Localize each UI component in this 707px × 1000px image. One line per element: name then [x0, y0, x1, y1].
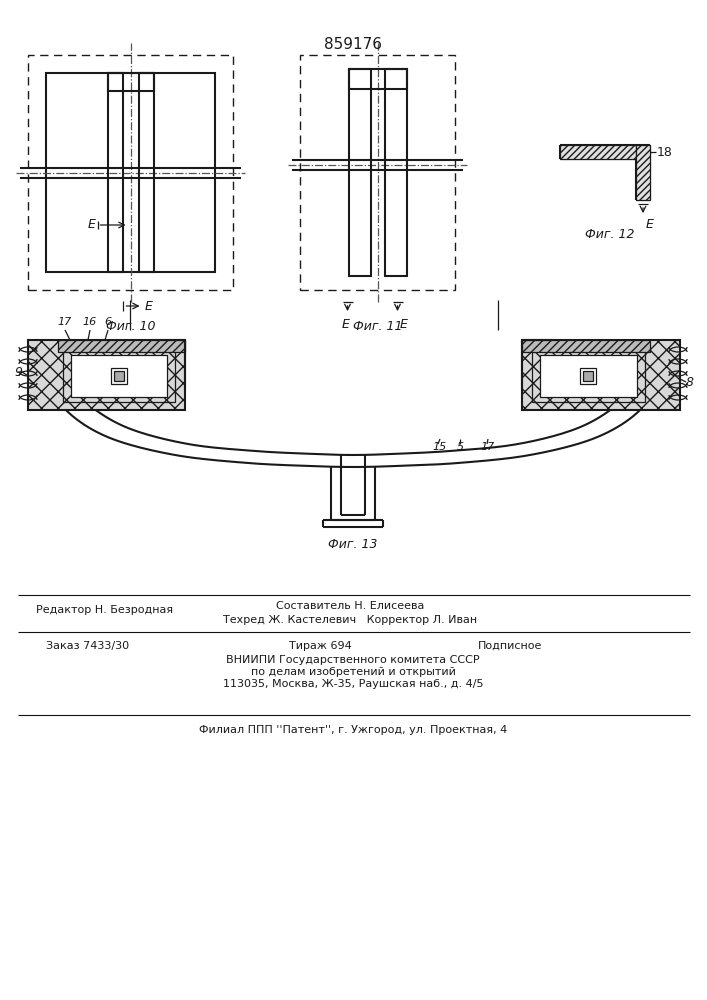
- Bar: [114, 371, 124, 381]
- Text: Фиг. 12: Фиг. 12: [585, 228, 635, 241]
- Bar: [139, 73, 153, 272]
- Text: Составитель Н. Елисеева: Составитель Н. Елисеева: [276, 601, 424, 611]
- Bar: [385, 69, 407, 276]
- Bar: [560, 145, 636, 159]
- Bar: [580, 368, 596, 384]
- Text: E: E: [341, 318, 349, 331]
- Text: Фиг. 13: Фиг. 13: [328, 538, 378, 551]
- Bar: [28, 55, 233, 290]
- Text: 17: 17: [58, 317, 72, 327]
- Text: 18: 18: [657, 145, 673, 158]
- Text: 8: 8: [686, 375, 694, 388]
- Bar: [636, 145, 650, 200]
- Bar: [107, 73, 122, 272]
- Bar: [58, 340, 185, 352]
- Bar: [349, 69, 370, 276]
- Bar: [583, 371, 593, 381]
- Text: Редактор Н. Безродная: Редактор Н. Безродная: [37, 605, 173, 615]
- Text: 113035, Москва, Ж-35, Раушская наб., д. 4/5: 113035, Москва, Ж-35, Раушская наб., д. …: [223, 679, 484, 689]
- Bar: [46, 73, 215, 272]
- Text: Подписное: Подписное: [478, 641, 542, 651]
- Text: 6: 6: [105, 317, 112, 327]
- Text: ВНИИПИ Государственного комитета СССР: ВНИИПИ Государственного комитета СССР: [226, 655, 480, 665]
- Text: E: E: [88, 219, 95, 232]
- Text: Фиг. 10: Фиг. 10: [106, 320, 156, 333]
- Text: E: E: [144, 300, 153, 312]
- Bar: [111, 368, 127, 384]
- Text: Фиг. 11: Фиг. 11: [353, 320, 402, 333]
- Bar: [300, 55, 455, 290]
- Bar: [107, 73, 153, 91]
- Text: Тираж 694: Тираж 694: [288, 641, 351, 651]
- Text: 17: 17: [481, 442, 495, 452]
- Text: 16: 16: [83, 317, 97, 327]
- Bar: [63, 350, 175, 402]
- Text: 859176: 859176: [324, 37, 382, 52]
- Text: Филиал ППП ''Патент'', г. Ужгород, ул. Проектная, 4: Филиал ППП ''Патент'', г. Ужгород, ул. П…: [199, 725, 507, 735]
- Text: E: E: [646, 218, 654, 231]
- Text: Техред Ж. Кастелевич   Корректор Л. Иван: Техред Ж. Кастелевич Корректор Л. Иван: [223, 615, 477, 625]
- Text: 5: 5: [457, 442, 464, 452]
- Text: по делам изобретений и открытий: по делам изобретений и открытий: [250, 667, 455, 677]
- Text: 9: 9: [14, 365, 22, 378]
- Bar: [71, 355, 167, 397]
- Bar: [522, 340, 650, 352]
- Text: E: E: [399, 318, 407, 331]
- Bar: [522, 340, 680, 410]
- Text: Заказ 7433/30: Заказ 7433/30: [47, 641, 129, 651]
- Bar: [532, 350, 645, 402]
- Bar: [28, 340, 185, 410]
- Bar: [349, 69, 407, 89]
- Text: 15: 15: [433, 442, 447, 452]
- Bar: [540, 355, 637, 397]
